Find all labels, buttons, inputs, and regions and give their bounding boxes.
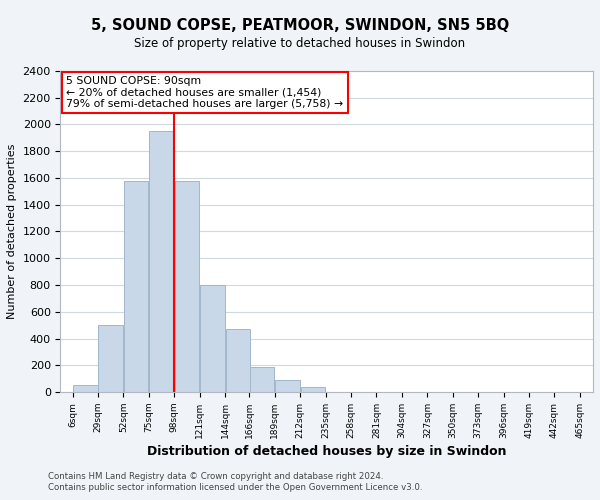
X-axis label: Distribution of detached houses by size in Swindon: Distribution of detached houses by size … <box>147 445 506 458</box>
Text: Contains HM Land Registry data © Crown copyright and database right 2024.: Contains HM Land Registry data © Crown c… <box>48 472 383 481</box>
Bar <box>175 180 199 392</box>
Text: 5 SOUND COPSE: 90sqm
← 20% of detached houses are smaller (1,454)
79% of semi-de: 5 SOUND COPSE: 90sqm ← 20% of detached h… <box>67 76 344 109</box>
Bar <box>301 388 325 392</box>
Bar <box>226 329 250 392</box>
Bar <box>200 285 224 392</box>
Text: 5, SOUND COPSE, PEATMOOR, SWINDON, SN5 5BQ: 5, SOUND COPSE, PEATMOOR, SWINDON, SN5 5… <box>91 18 509 32</box>
Y-axis label: Number of detached properties: Number of detached properties <box>7 144 17 319</box>
Bar <box>98 325 123 392</box>
Text: Contains public sector information licensed under the Open Government Licence v3: Contains public sector information licen… <box>48 484 422 492</box>
Text: Size of property relative to detached houses in Swindon: Size of property relative to detached ho… <box>134 38 466 51</box>
Bar <box>124 180 148 392</box>
Bar <box>149 131 174 392</box>
Bar <box>275 380 300 392</box>
Bar <box>250 366 274 392</box>
Bar <box>73 386 98 392</box>
